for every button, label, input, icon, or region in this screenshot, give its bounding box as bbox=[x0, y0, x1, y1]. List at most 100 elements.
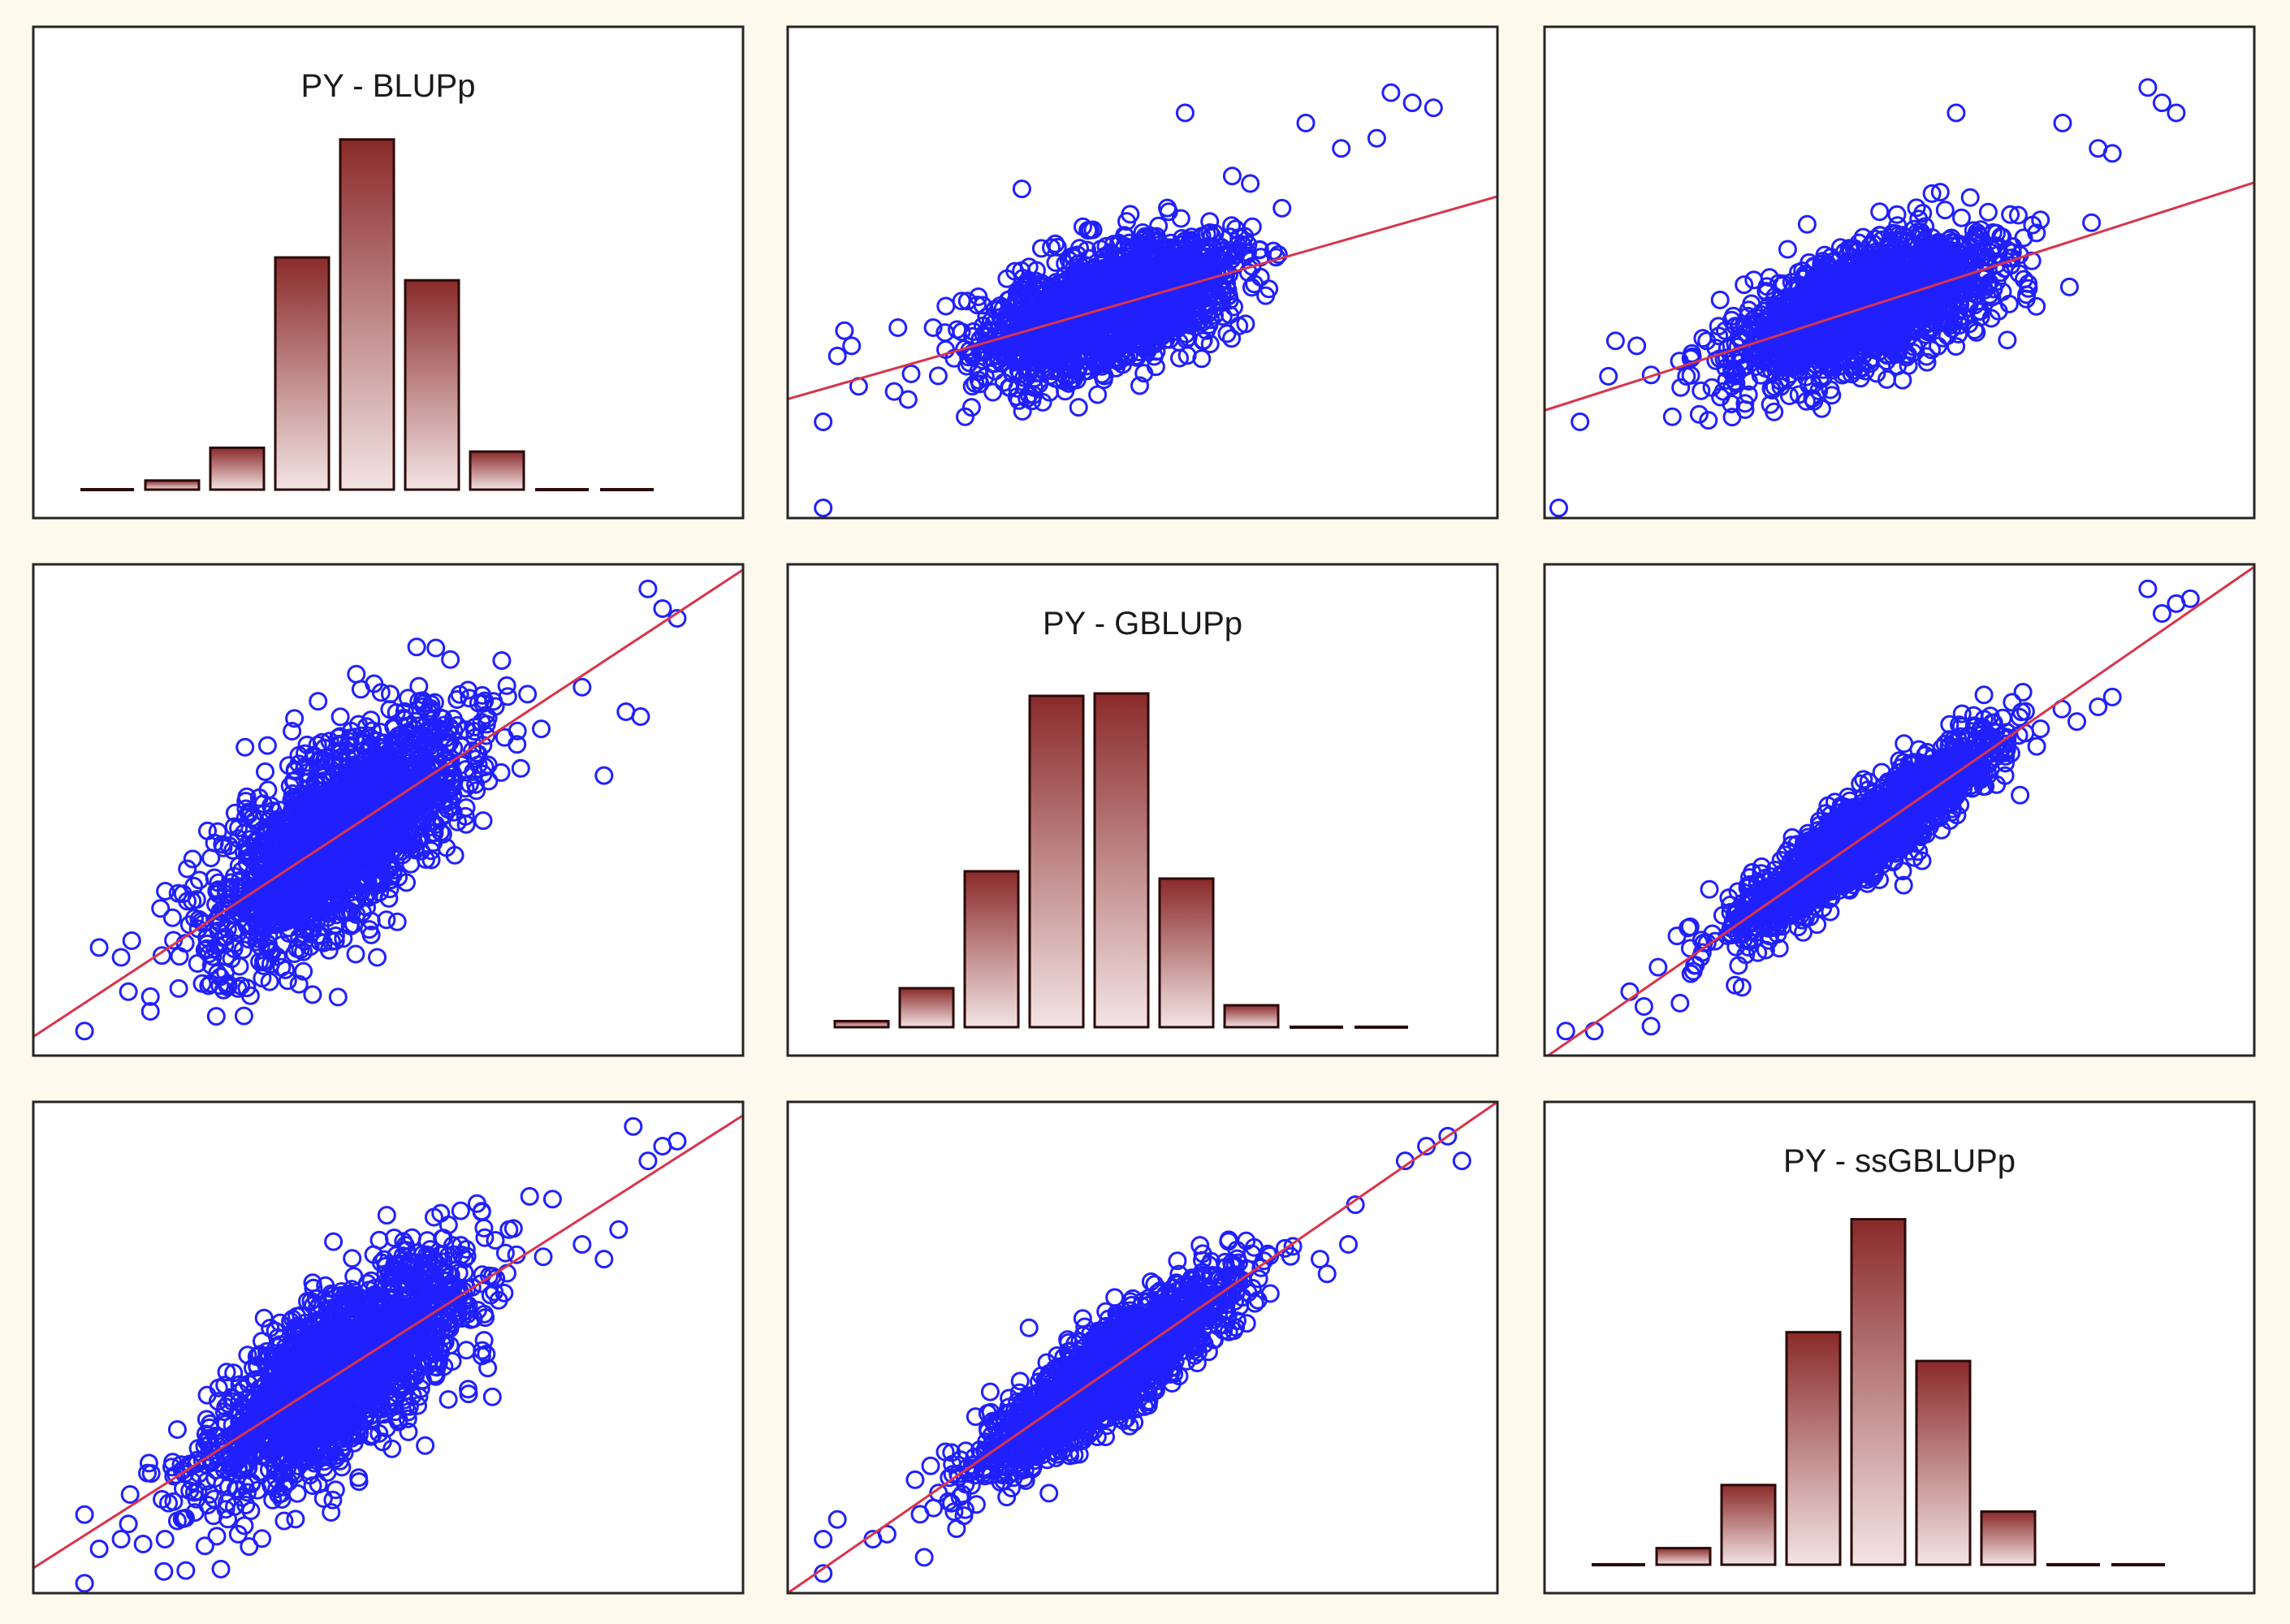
scatter-point bbox=[1789, 274, 1808, 294]
scatter-points bbox=[1549, 78, 2186, 517]
scatter-point bbox=[1751, 365, 1770, 385]
scatter-point bbox=[1978, 202, 1998, 222]
scatter-point bbox=[1834, 242, 1854, 261]
scatter-point bbox=[1930, 183, 1950, 202]
scatter-point bbox=[1012, 179, 1031, 199]
scatter-point bbox=[1800, 253, 1819, 272]
scatter-point bbox=[1367, 128, 1386, 148]
scatter-point bbox=[1081, 220, 1100, 240]
scatter-point bbox=[960, 353, 979, 373]
scatter-point bbox=[1139, 328, 1159, 348]
scatter-point bbox=[1998, 330, 2017, 350]
scatter-point bbox=[1952, 208, 1971, 227]
scatter-point bbox=[1917, 352, 1937, 372]
scatter-point bbox=[1264, 241, 1283, 261]
scatter-point bbox=[977, 307, 996, 326]
scatter-point bbox=[1934, 237, 1954, 257]
scatter-point bbox=[1212, 286, 1232, 304]
scatter-point bbox=[1783, 353, 1803, 373]
scatter-point bbox=[1178, 293, 1198, 313]
panel-0-2 bbox=[1543, 25, 2256, 520]
scatter-point bbox=[985, 354, 1005, 374]
scatter-point bbox=[331, 707, 350, 727]
scatter-point bbox=[1098, 281, 1117, 300]
scatter-point bbox=[1000, 378, 1020, 397]
scatter-point bbox=[1167, 279, 1186, 298]
scatter-point bbox=[1717, 348, 1736, 368]
scatter-point bbox=[1810, 369, 1830, 389]
scatter-point bbox=[1922, 184, 1942, 203]
scatter-point bbox=[1051, 363, 1069, 382]
scatter-point bbox=[1026, 261, 1046, 280]
scatter-point bbox=[1860, 354, 1880, 374]
scatter-point bbox=[1710, 290, 1730, 309]
scatter-point bbox=[1046, 351, 1065, 370]
scatter-point bbox=[1965, 321, 1985, 339]
scatter-point bbox=[814, 499, 833, 517]
scatter-point bbox=[970, 374, 990, 394]
scatter-point bbox=[1838, 253, 1858, 272]
scatter-point bbox=[1854, 316, 1873, 335]
scatter-point bbox=[1134, 364, 1154, 383]
scatter-point bbox=[1702, 378, 1722, 397]
scatter-point bbox=[1272, 198, 1292, 218]
scatter-point bbox=[1893, 370, 1912, 390]
scatter-point bbox=[2138, 78, 2158, 97]
scatter-point bbox=[1075, 272, 1095, 292]
scatter-point bbox=[898, 390, 918, 409]
scatter-point bbox=[1735, 394, 1755, 413]
scatter-point bbox=[1016, 281, 1035, 300]
scatter-point bbox=[473, 811, 493, 831]
scatter-point bbox=[1706, 351, 1726, 370]
scatter-point bbox=[169, 978, 188, 998]
scatter-point bbox=[1812, 399, 1831, 418]
scatter-point bbox=[1238, 243, 1257, 262]
panel-border bbox=[1543, 25, 2256, 520]
scatter-point bbox=[1830, 238, 1850, 257]
scatter-point bbox=[1769, 274, 1788, 293]
scatter-point bbox=[1402, 93, 1422, 113]
scatter-point bbox=[1245, 274, 1264, 294]
scatter-point bbox=[1162, 302, 1182, 322]
scatter-point bbox=[1739, 385, 1758, 404]
panel-border bbox=[786, 25, 1499, 520]
scatter-point bbox=[928, 366, 948, 386]
scatter-point bbox=[1921, 319, 1940, 339]
scatter-point bbox=[1901, 317, 1920, 336]
scatter-point bbox=[1813, 252, 1832, 271]
scatter-point bbox=[1832, 339, 1851, 359]
scatter-point bbox=[1184, 287, 1203, 306]
scatter-point bbox=[1043, 277, 1062, 296]
scatter-point bbox=[1899, 274, 1918, 293]
scatter-point bbox=[964, 322, 983, 341]
scatter-point bbox=[1181, 316, 1200, 335]
scatter-point bbox=[1671, 378, 1691, 397]
scatter-point bbox=[967, 296, 987, 315]
scatter-point bbox=[1862, 276, 1882, 296]
scatter-point bbox=[1948, 248, 1968, 268]
scatter-point bbox=[1804, 281, 1823, 300]
scatter-point bbox=[2008, 205, 2028, 225]
scatter-point bbox=[330, 734, 349, 754]
histogram-bar bbox=[274, 256, 331, 491]
scatter-point bbox=[1781, 365, 1800, 384]
scatter-point bbox=[1777, 293, 1796, 313]
scatter-point bbox=[1794, 352, 1813, 372]
scatter-point bbox=[1063, 247, 1082, 266]
scatter-point bbox=[1008, 378, 1027, 398]
scatter-point bbox=[1183, 313, 1203, 332]
scatter-point bbox=[1722, 408, 1742, 427]
scatter-point bbox=[1182, 257, 1201, 276]
scatter-point bbox=[997, 269, 1017, 288]
regression-line bbox=[1545, 181, 2254, 412]
scatter-point bbox=[1699, 411, 1718, 430]
scatter-point bbox=[1113, 240, 1132, 260]
scatter-point bbox=[1205, 223, 1225, 243]
scatter-point bbox=[1964, 221, 1983, 240]
scatter-point bbox=[901, 364, 921, 383]
scatter-point bbox=[1822, 386, 1842, 405]
scatter-point bbox=[1988, 239, 2007, 258]
scatter-point bbox=[346, 944, 365, 964]
scatter-point bbox=[957, 292, 977, 311]
